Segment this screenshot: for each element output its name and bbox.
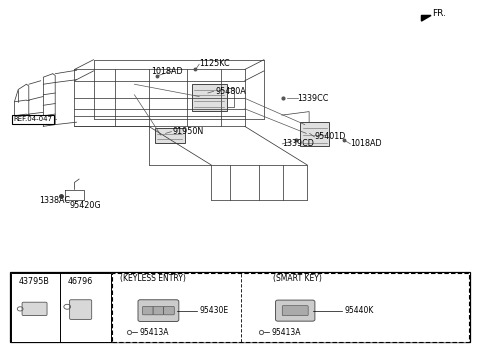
Bar bbox=[155, 128, 185, 143]
Text: 1339CD: 1339CD bbox=[282, 139, 314, 148]
Bar bbox=[300, 122, 329, 146]
Text: 1018AD: 1018AD bbox=[350, 139, 382, 148]
Text: 1125KC: 1125KC bbox=[199, 59, 230, 68]
Text: 95440K: 95440K bbox=[345, 306, 374, 315]
FancyBboxPatch shape bbox=[164, 306, 174, 315]
Text: REF.04-047: REF.04-047 bbox=[13, 116, 52, 122]
FancyBboxPatch shape bbox=[153, 306, 164, 315]
Text: 43795B: 43795B bbox=[18, 277, 49, 286]
Text: 1339CC: 1339CC bbox=[298, 94, 329, 103]
Text: 95413A: 95413A bbox=[139, 328, 168, 337]
Text: 95430E: 95430E bbox=[199, 306, 228, 315]
Text: (KEYLESS ENTRY): (KEYLESS ENTRY) bbox=[120, 274, 186, 284]
Text: 95413A: 95413A bbox=[271, 328, 300, 337]
Polygon shape bbox=[421, 15, 431, 21]
Bar bbox=[192, 84, 227, 111]
Text: (SMART KEY): (SMART KEY) bbox=[273, 274, 322, 284]
Text: 95401D: 95401D bbox=[314, 132, 346, 141]
Bar bbox=[10, 272, 470, 342]
Text: 1338AC: 1338AC bbox=[39, 196, 71, 205]
FancyBboxPatch shape bbox=[70, 300, 92, 319]
FancyBboxPatch shape bbox=[22, 302, 47, 316]
Bar bbox=[11, 273, 111, 342]
FancyBboxPatch shape bbox=[276, 300, 315, 321]
FancyBboxPatch shape bbox=[143, 306, 153, 315]
Text: 1018AD: 1018AD bbox=[151, 67, 183, 77]
Text: 46796: 46796 bbox=[68, 277, 93, 286]
Text: 91950N: 91950N bbox=[173, 127, 204, 136]
FancyBboxPatch shape bbox=[282, 306, 308, 316]
Text: FR.: FR. bbox=[432, 9, 446, 18]
Text: 95420G: 95420G bbox=[70, 201, 101, 210]
Bar bbox=[112, 273, 469, 342]
Text: 95480A: 95480A bbox=[215, 87, 246, 96]
FancyBboxPatch shape bbox=[138, 300, 179, 322]
